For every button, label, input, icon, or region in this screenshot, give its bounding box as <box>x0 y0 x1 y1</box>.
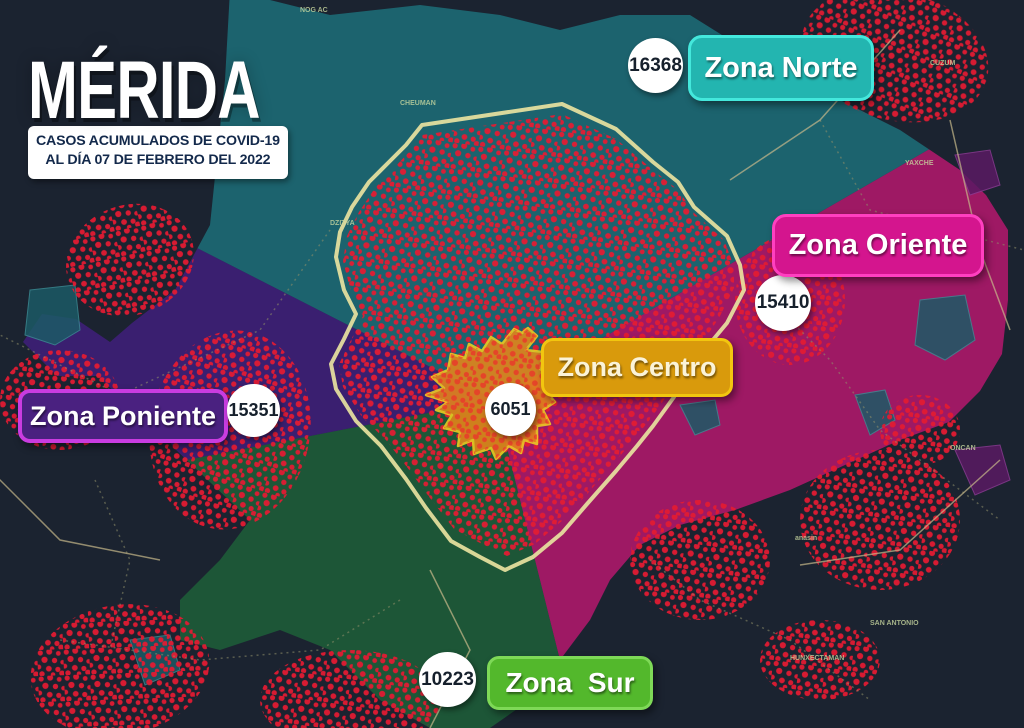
svg-text:YAXCHE: YAXCHE <box>905 160 934 167</box>
svg-text:CUZUM: CUZUM <box>930 60 955 67</box>
svg-text:DZITYA: DZITYA <box>330 220 355 227</box>
svg-text:HUNXECTAMAN: HUNXECTAMAN <box>790 655 844 662</box>
svg-text:NOG AC: NOG AC <box>300 7 328 14</box>
svg-text:anasin: anasin <box>795 535 817 542</box>
svg-text:ONCAN: ONCAN <box>950 445 976 452</box>
svg-text:SAN ANTONIO: SAN ANTONIO <box>870 620 919 627</box>
